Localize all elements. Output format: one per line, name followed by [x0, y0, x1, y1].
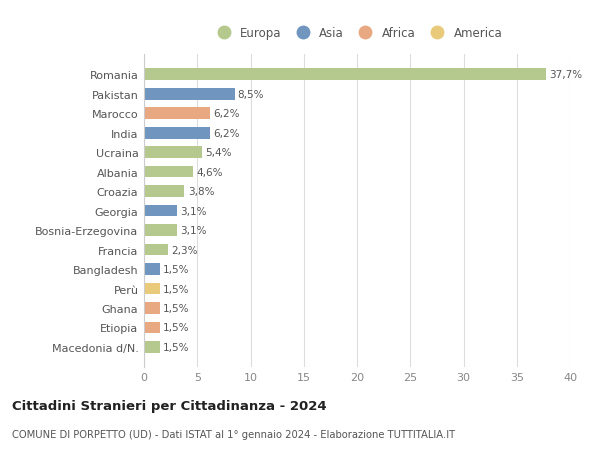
Text: 3,8%: 3,8% [188, 187, 214, 197]
Text: 3,1%: 3,1% [180, 225, 207, 235]
Bar [144, 186, 184, 197]
Text: 1,5%: 1,5% [163, 303, 190, 313]
Legend: Europa, Asia, Africa, America: Europa, Asia, Africa, America [208, 23, 506, 44]
Bar [144, 244, 169, 256]
Bar [144, 128, 210, 139]
Bar [144, 205, 177, 217]
Bar [144, 167, 193, 178]
Bar [144, 283, 160, 295]
Bar [144, 108, 210, 120]
Text: COMUNE DI PORPETTO (UD) - Dati ISTAT al 1° gennaio 2024 - Elaborazione TUTTITALI: COMUNE DI PORPETTO (UD) - Dati ISTAT al … [12, 429, 455, 439]
Bar [144, 302, 160, 314]
Text: 5,4%: 5,4% [205, 148, 231, 158]
Text: 8,5%: 8,5% [238, 90, 264, 100]
Text: 3,1%: 3,1% [180, 206, 207, 216]
Bar [144, 225, 177, 236]
Text: Cittadini Stranieri per Cittadinanza - 2024: Cittadini Stranieri per Cittadinanza - 2… [12, 399, 326, 412]
Bar [144, 341, 160, 353]
Bar [144, 89, 235, 101]
Bar [144, 69, 545, 81]
Bar [144, 263, 160, 275]
Text: 6,2%: 6,2% [213, 109, 240, 119]
Text: 6,2%: 6,2% [213, 129, 240, 139]
Text: 1,5%: 1,5% [163, 342, 190, 352]
Text: 1,5%: 1,5% [163, 284, 190, 294]
Bar [144, 147, 202, 159]
Text: 4,6%: 4,6% [196, 167, 223, 177]
Text: 37,7%: 37,7% [549, 70, 582, 80]
Bar [144, 322, 160, 334]
Text: 2,3%: 2,3% [172, 245, 198, 255]
Text: 1,5%: 1,5% [163, 323, 190, 333]
Text: 1,5%: 1,5% [163, 264, 190, 274]
